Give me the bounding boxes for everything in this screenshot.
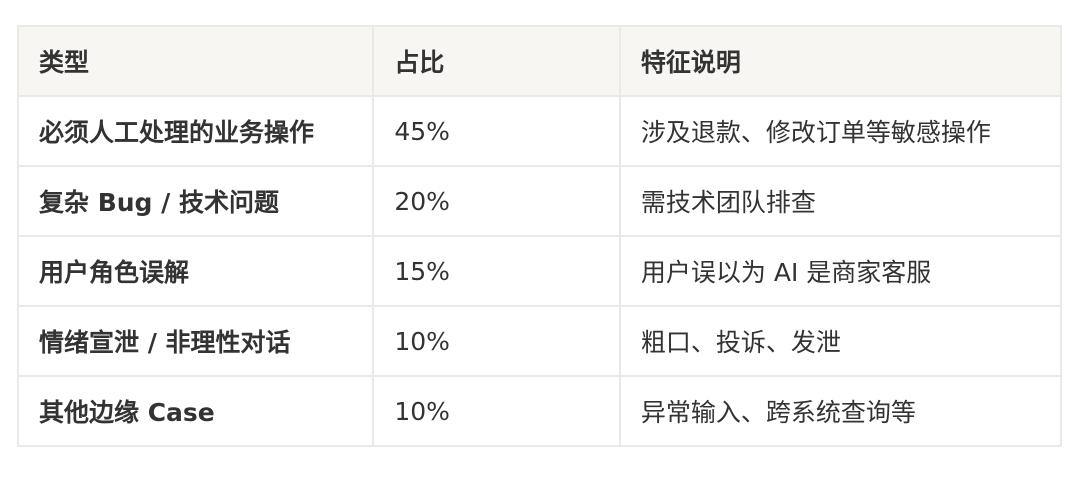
- header-type: 类型: [16, 25, 375, 97]
- cell-ratio: 10%: [372, 305, 621, 377]
- header-ratio: 占比: [372, 25, 621, 97]
- cell-description: 粗口、投诉、发泄: [618, 305, 1063, 377]
- cell-description: 涉及退款、修改订单等敏感操作: [618, 95, 1063, 167]
- category-table: 类型 占比 特征说明 必须人工处理的业务操作 45% 涉及退款、修改订单等敏感操…: [16, 25, 1063, 447]
- cell-description: 用户误以为 AI 是商家客服: [618, 235, 1063, 307]
- cell-type: 复杂 Bug / 技术问题: [16, 165, 375, 237]
- cell-ratio: 20%: [372, 165, 621, 237]
- table-row: 必须人工处理的业务操作 45% 涉及退款、修改订单等敏感操作: [16, 95, 1063, 167]
- header-description: 特征说明: [618, 25, 1063, 97]
- cell-ratio: 45%: [372, 95, 621, 167]
- cell-ratio: 10%: [372, 375, 621, 447]
- table-row: 情绪宣泄 / 非理性对话 10% 粗口、投诉、发泄: [16, 305, 1063, 377]
- table-row: 复杂 Bug / 技术问题 20% 需技术团队排查: [16, 165, 1063, 237]
- cell-type: 其他边缘 Case: [16, 375, 375, 447]
- table-row: 用户角色误解 15% 用户误以为 AI 是商家客服: [16, 235, 1063, 307]
- cell-type: 必须人工处理的业务操作: [16, 95, 375, 167]
- table-row: 其他边缘 Case 10% 异常输入、跨系统查询等: [16, 375, 1063, 447]
- cell-description: 异常输入、跨系统查询等: [618, 375, 1063, 447]
- cell-ratio: 15%: [372, 235, 621, 307]
- table-header-row: 类型 占比 特征说明: [16, 25, 1063, 97]
- cell-type: 情绪宣泄 / 非理性对话: [16, 305, 375, 377]
- cell-type: 用户角色误解: [16, 235, 375, 307]
- cell-description: 需技术团队排查: [618, 165, 1063, 237]
